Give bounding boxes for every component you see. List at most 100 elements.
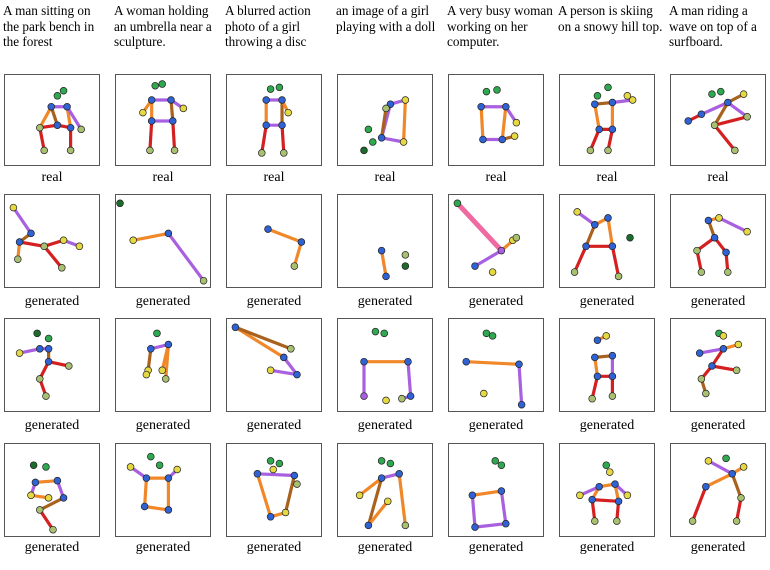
joint-dot: [371, 327, 380, 336]
limb-segment: [464, 360, 521, 366]
pose-panel-r2-c3: [226, 194, 322, 288]
row-label-r2-c2: generated: [135, 294, 191, 309]
joint-dot: [717, 87, 725, 96]
joint-dot: [731, 146, 739, 155]
pose-panel-r4-c1: [4, 443, 100, 537]
limb-segment: [588, 127, 601, 153]
limb-segment: [38, 105, 53, 130]
limb-segment: [406, 360, 413, 398]
joint-dot: [164, 229, 173, 238]
row-label-r3-c7: generated: [690, 418, 746, 433]
joint-dot: [75, 242, 84, 251]
joint-dot: [33, 329, 41, 338]
joint-dot: [266, 85, 275, 93]
joint-dot: [593, 372, 602, 381]
joint-dot: [264, 225, 272, 233]
joint-dot: [517, 400, 526, 409]
joint-dot: [382, 272, 390, 281]
joint-dot: [44, 357, 53, 366]
caption-col-4: an image of a girl playing with a doll: [336, 3, 436, 34]
joint-dot: [36, 123, 44, 132]
joint-dot: [715, 214, 723, 222]
joint-dot: [604, 83, 612, 92]
joint-dot: [258, 149, 266, 157]
joint-dot: [36, 345, 44, 353]
limb-segment: [17, 240, 46, 248]
limb-segment: [717, 216, 749, 234]
joint-dot: [65, 362, 73, 370]
pose-panel-r1-c1: [4, 74, 100, 166]
stick-figure-icon: [695, 329, 743, 398]
pose-panel-r1-c6: [559, 74, 655, 166]
pose-panel-r4-c4: [337, 443, 433, 537]
limb-segment: [706, 459, 734, 476]
pose-panel-r1-c5: [448, 74, 544, 166]
joint-dot: [290, 262, 299, 270]
row-label-r1-c7: real: [707, 170, 729, 185]
joint-dot: [623, 92, 632, 100]
joint-dot: [401, 96, 410, 104]
joint-dot: [31, 478, 40, 487]
limb-segment: [38, 496, 66, 512]
limb-segment: [171, 119, 177, 153]
joint-dot: [266, 457, 275, 465]
row-label-r2-c3: generated: [246, 294, 302, 309]
stick-figure-icon: [570, 208, 634, 281]
joint-dot: [290, 471, 299, 480]
row-label-r4-c7: generated: [690, 540, 746, 555]
joint-dot: [44, 334, 53, 343]
joint-dot: [170, 146, 179, 155]
joint-dot: [377, 134, 386, 142]
row-label-r4-c6: generated: [579, 540, 635, 555]
joint-dot: [471, 523, 479, 531]
limb-segment: [712, 115, 749, 127]
joint-dot: [293, 370, 301, 379]
stick-figure-icon: [462, 329, 526, 409]
joint-dot: [688, 517, 697, 525]
joint-dot: [604, 214, 612, 222]
joint-dot: [570, 268, 579, 276]
joint-dot: [269, 465, 277, 474]
joint-dot: [591, 221, 599, 229]
joint-dot: [471, 262, 479, 270]
row-label-r2-c1: generated: [24, 294, 80, 309]
pose-panel-r4-c3: [226, 443, 322, 537]
row-label-r1-c5: real: [485, 170, 507, 185]
joint-dot: [116, 199, 124, 208]
limb-segment: [473, 522, 508, 529]
limb-segment: [38, 126, 46, 153]
joint-dot: [53, 476, 62, 485]
joint-dot: [40, 146, 48, 155]
joint-dot: [297, 238, 306, 246]
limb-segment: [712, 123, 737, 153]
limb-segment: [691, 485, 708, 523]
limb-segment: [65, 105, 83, 132]
pose-panel-r1-c3: [226, 74, 322, 166]
joint-dot: [53, 121, 62, 129]
joint-dot: [406, 392, 415, 400]
pose-panel-r2-c5: [448, 194, 544, 288]
joint-dot: [36, 506, 44, 514]
stick-figure-icon: [477, 86, 521, 144]
limb-segment: [148, 119, 154, 153]
joint-dot: [155, 461, 164, 469]
joint-dot: [695, 349, 704, 357]
stick-figure-icon: [688, 454, 748, 525]
row-label-r3-c2: generated: [135, 418, 191, 433]
stick-figure-icon: [468, 457, 510, 531]
joint-dot: [480, 389, 488, 398]
joint-dot: [266, 366, 275, 375]
row-label-r1-c4: real: [374, 170, 396, 185]
limb-segment: [699, 100, 730, 116]
stick-figure-icon: [360, 96, 410, 155]
joint-dot: [173, 465, 181, 474]
pose-panel-r3-c3: [226, 318, 322, 412]
joint-dot: [739, 90, 748, 98]
limb-segment: [473, 248, 504, 268]
pose-panel-r3-c4: [337, 318, 433, 412]
joint-dot: [732, 517, 741, 525]
joint-dot: [14, 255, 22, 263]
joint-dot: [377, 457, 386, 465]
joint-dot: [498, 135, 507, 144]
joint-dot: [491, 457, 499, 465]
